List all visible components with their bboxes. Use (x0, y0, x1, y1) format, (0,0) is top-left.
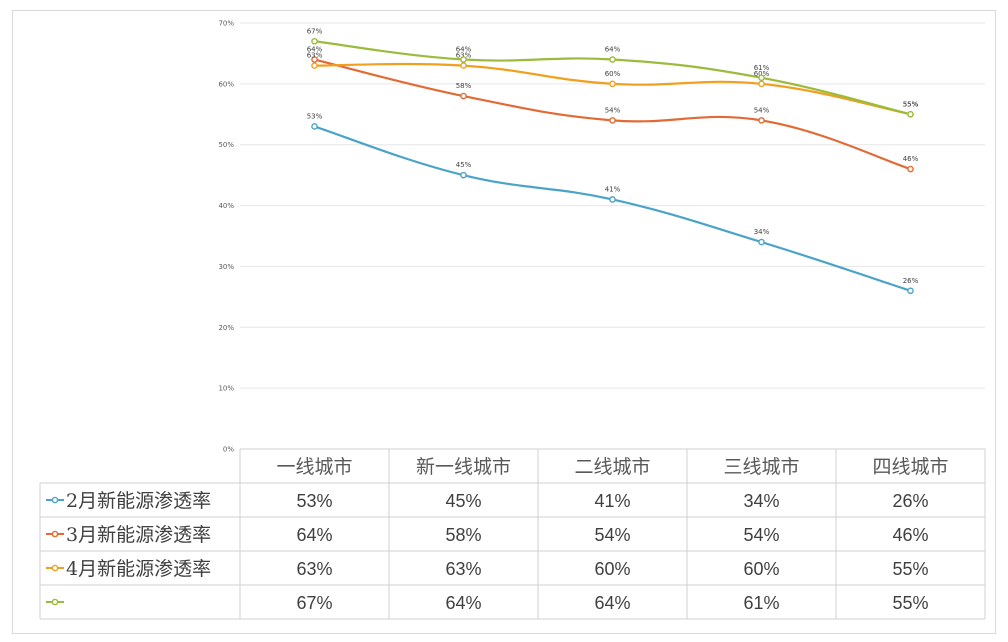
data-point (609, 117, 616, 124)
data-label: 60% (605, 70, 621, 78)
data-label: 26% (903, 277, 919, 285)
data-label: 54% (754, 106, 770, 114)
data-point (609, 56, 616, 63)
data-point (460, 171, 467, 179)
data-point (758, 117, 765, 124)
category-label: 四线城市 (872, 456, 948, 478)
legend-entry: 3月新能源渗透率 (66, 524, 211, 546)
data-point (460, 92, 467, 100)
data-label: 67% (307, 27, 323, 35)
data-label: 58% (456, 82, 472, 90)
data-label: 63% (307, 52, 323, 60)
table-cell: 63% (296, 559, 332, 579)
table-cell: 64% (594, 593, 630, 613)
table-cell: 55% (892, 559, 928, 579)
table-cell: 67% (296, 593, 332, 613)
data-label: 64% (307, 46, 323, 54)
data-point (311, 62, 318, 69)
table-cell: 53% (296, 491, 332, 511)
y-tick-label: 20% (218, 324, 234, 332)
table-cell: 54% (743, 525, 779, 545)
data-label: 41% (605, 185, 621, 193)
data-point (758, 74, 765, 82)
data-label: 64% (605, 46, 621, 54)
table-cell: 54% (594, 525, 630, 545)
data-label: 34% (754, 228, 770, 236)
data-point (609, 80, 616, 88)
y-tick-label: 70% (218, 20, 234, 28)
y-tick-label: 50% (218, 141, 234, 149)
data-point (758, 80, 765, 88)
y-tick-label: 60% (218, 80, 234, 88)
table-cell: 64% (296, 525, 332, 545)
table-cell: 34% (743, 491, 779, 511)
data-point (758, 238, 765, 246)
table-cell: 60% (594, 559, 630, 579)
chart-frame: 0% 10% 20% 30% 40% 50% 60% 70% 53% 45% 41% 34% 26% 64… (12, 10, 996, 634)
y-tick-label: 0% (223, 446, 234, 454)
legend-key-marker (51, 564, 59, 572)
table-cell: 63% (445, 559, 481, 579)
legend-key-marker (51, 530, 59, 538)
data-point (907, 165, 914, 173)
data-label: 46% (903, 155, 919, 163)
category-label: 新一线城市 (416, 456, 511, 478)
category-label: 一线城市 (276, 456, 352, 478)
data-point (460, 56, 467, 63)
table-cell: 55% (892, 593, 928, 613)
data-label: 53% (307, 112, 323, 120)
data-label: 55% (903, 100, 919, 108)
data-label: 55% (903, 100, 919, 108)
y-tick-label: 30% (218, 263, 234, 271)
data-point (311, 37, 318, 45)
data-label: 64% (456, 46, 472, 54)
legend-entry: 2月新能源渗透率 (66, 490, 211, 512)
table-cell: 64% (445, 593, 481, 613)
table-cell: 46% (892, 525, 928, 545)
table-cell: 26% (892, 491, 928, 511)
legend-key-marker (51, 598, 59, 606)
data-point (460, 62, 467, 69)
data-point (907, 287, 914, 295)
table-cell: 58% (445, 525, 481, 545)
data-point (311, 123, 318, 130)
data-point (907, 110, 914, 118)
y-tick-label: 40% (218, 202, 234, 210)
data-point (311, 56, 318, 63)
data-label: 45% (456, 161, 472, 169)
data-label: 54% (605, 106, 621, 114)
data-label: 61% (754, 64, 770, 72)
legend-key-marker (51, 496, 59, 504)
table-cell: 61% (743, 593, 779, 613)
legend-entry: 4月新能源渗透率 (66, 558, 211, 580)
data-label: 63% (456, 52, 472, 60)
table-cell: 60% (743, 559, 779, 579)
category-label: 三线城市 (723, 456, 799, 478)
data-label: 60% (754, 70, 770, 78)
table-cell: 45% (445, 491, 481, 511)
category-label: 二线城市 (574, 456, 650, 478)
table-cell: 41% (594, 491, 630, 511)
y-tick-label: 10% (218, 385, 234, 393)
line-chart: 0% 10% 20% 30% 40% 50% 60% 70% 53% 45% 41% 34% 26% 64… (39, 20, 986, 620)
data-point (609, 196, 616, 203)
